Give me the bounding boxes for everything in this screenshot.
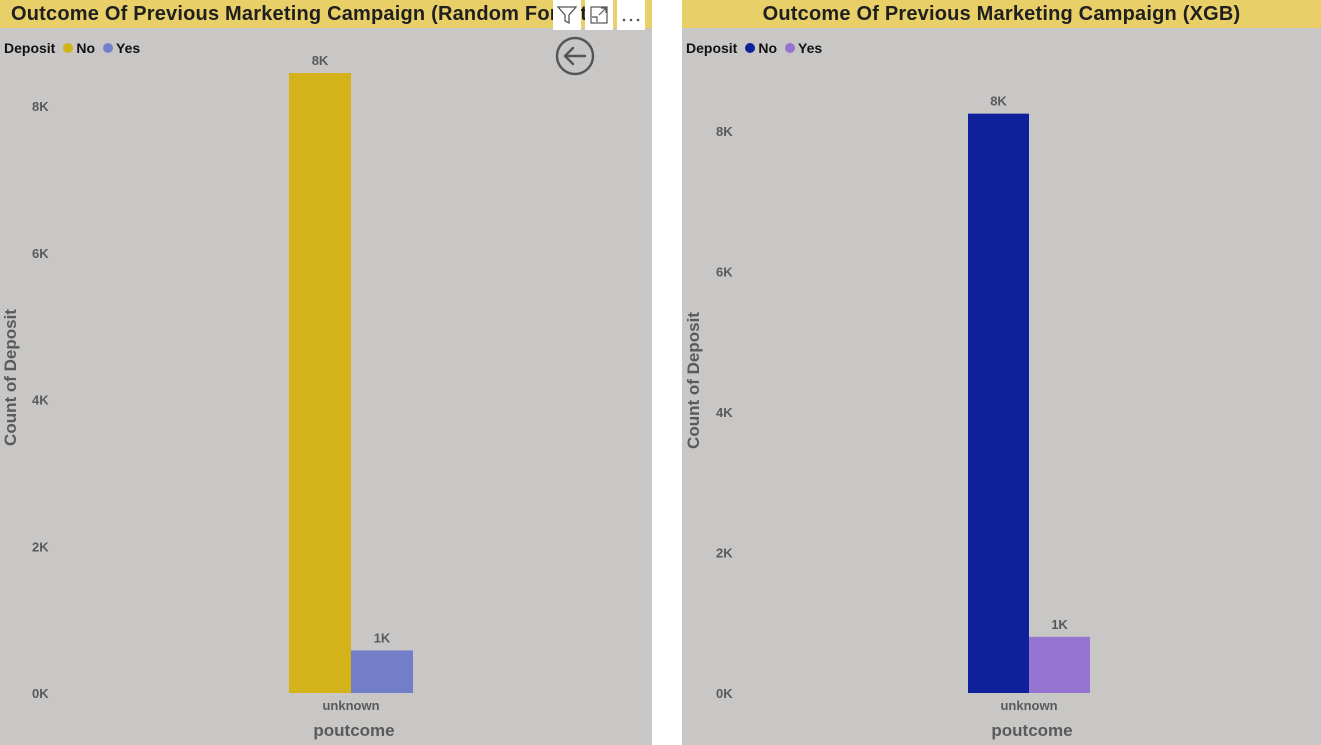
y-tick-label: 2K (32, 539, 49, 554)
legend-item-no[interactable]: No (745, 40, 777, 56)
data-label-no: 8K (990, 94, 1007, 109)
chart-panel-xgb[interactable]: Outcome Of Previous Marketing Campaign (… (682, 0, 1321, 745)
filter-icon[interactable] (553, 0, 581, 30)
legend-label-no: No (758, 40, 778, 56)
legend-label-no: No (76, 40, 96, 56)
bar-yes-unknown[interactable] (351, 650, 413, 693)
y-tick-label: 8K (32, 99, 49, 114)
y-tick-label: 8K (716, 124, 733, 139)
y-axis-title: Count of Deposit (1, 309, 20, 446)
panel-title-bar: Outcome Of Previous Marketing Campaign (… (0, 0, 652, 28)
y-tick-label: 2K (716, 546, 733, 561)
legend-label-yes: Yes (116, 40, 141, 56)
x-axis-title: poutcome (313, 721, 394, 740)
panel-title-bar: Outcome Of Previous Marketing Campaign (… (682, 0, 1321, 28)
bar-chart-plot: 0K 2K 4K 6K 8K Count of Deposit 8K 1K unknown pou… (1, 53, 413, 740)
legend-item-yes[interactable]: Yes (103, 40, 140, 56)
y-tick-label: 0K (32, 686, 49, 701)
chart-title: Outcome Of Previous Marketing Campaign (… (11, 3, 595, 25)
legend-swatch-yes (103, 43, 114, 53)
x-axis-title: poutcome (991, 721, 1072, 740)
y-tick-label: 6K (32, 246, 49, 261)
chart-title: Outcome Of Previous Marketing Campaign (… (762, 3, 1241, 25)
data-label-yes: 1K (1051, 617, 1068, 632)
legend-title: Deposit (686, 40, 738, 56)
legend-swatch-yes (785, 43, 796, 53)
data-label-yes: 1K (374, 630, 391, 645)
bar-chart-plot: 0K 2K 4K 6K 8K Count of Deposit 8K 1K unknown pou… (684, 94, 1090, 740)
chart-panel-random-forest[interactable]: Outcome Of Previous Marketing Campaign (… (0, 0, 652, 745)
x-tick-label: unknown (1000, 698, 1057, 713)
y-tick-label: 6K (716, 265, 733, 280)
legend-label-yes: Yes (798, 40, 823, 56)
legend-item-no[interactable]: No (63, 40, 95, 56)
chart-legend: Deposit No Yes (4, 40, 140, 56)
x-tick-label: unknown (322, 698, 379, 713)
focus-mode-icon[interactable] (585, 0, 613, 30)
legend-title: Deposit (4, 40, 56, 56)
y-tick-label: 0K (716, 686, 733, 701)
more-options-icon[interactable] (617, 0, 645, 30)
legend-item-yes[interactable]: Yes (785, 40, 822, 56)
visual-header-icons (553, 0, 645, 30)
bar-yes-unknown[interactable] (1029, 636, 1090, 693)
data-label-no: 8K (312, 53, 329, 68)
y-axis-title: Count of Deposit (684, 312, 703, 449)
y-tick-label: 4K (716, 405, 733, 420)
legend-swatch-no (745, 43, 756, 53)
legend-swatch-no (63, 43, 74, 53)
bar-no-unknown[interactable] (289, 73, 351, 694)
bar-no-unknown[interactable] (968, 113, 1029, 694)
y-tick-label: 4K (32, 393, 49, 408)
back-arrow-icon[interactable] (555, 36, 595, 76)
chart-legend: Deposit No Yes (686, 40, 822, 56)
